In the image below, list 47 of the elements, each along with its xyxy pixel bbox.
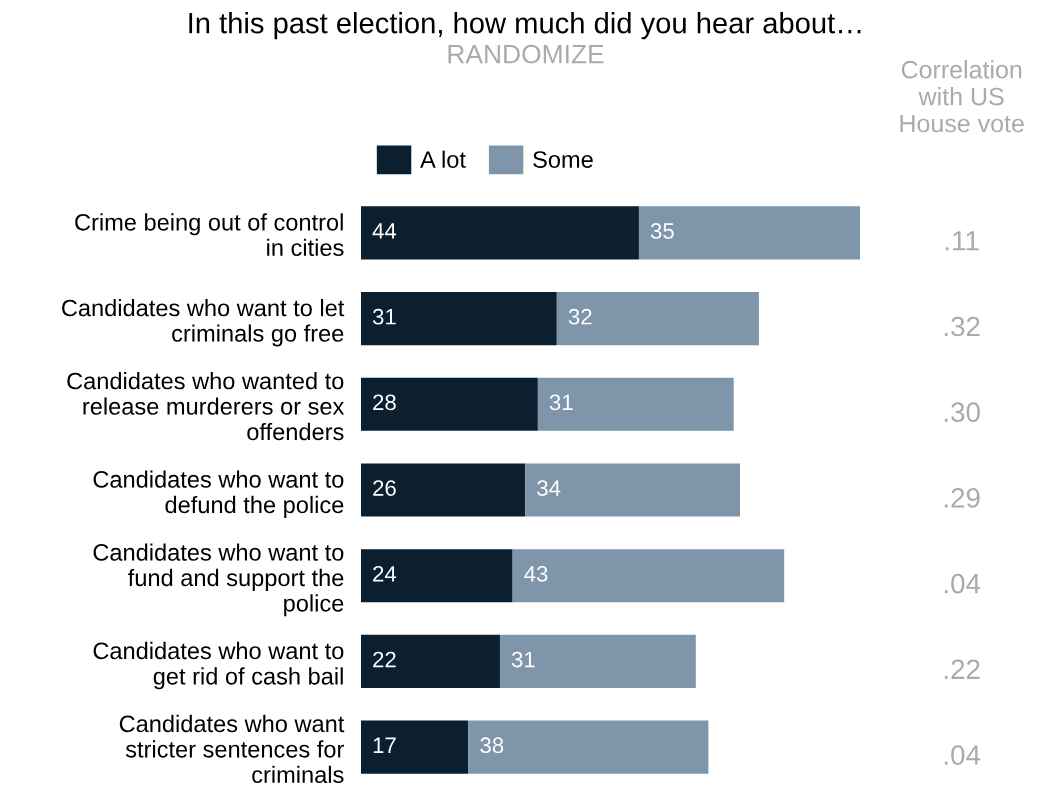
y-tick-label: Candidates who want to get rid of cash bail (93, 641, 344, 690)
bar (638, 206, 861, 260)
legend-label: A lot (420, 150, 466, 168)
bar (468, 720, 709, 774)
bar (361, 206, 639, 260)
bar (556, 292, 759, 346)
chart-subtitle: RANDOMIZE (448, 44, 604, 64)
y-tick-label: Candidates who want stricter sentences for criminals (119, 714, 345, 784)
bar (361, 720, 469, 774)
text: .22 (944, 659, 980, 679)
y-tick-label: Candidates who wanted to release murderers or sex offenders (67, 372, 345, 441)
bar (361, 377, 538, 431)
chart-title: In this past election, how much did you hear about… (189, 12, 861, 40)
text: .29 (944, 488, 980, 508)
y-tick-label: Candidates who want to let criminals go free (62, 299, 345, 347)
data-label: 31 (511, 651, 535, 668)
bar (525, 463, 740, 517)
data-label: 32 (568, 308, 592, 325)
data-label: 22 (373, 651, 396, 668)
data-label: 35 (650, 223, 674, 239)
data-label: 38 (480, 737, 504, 754)
bar (537, 377, 734, 431)
data-label: 34 (537, 480, 561, 496)
bar (361, 634, 500, 688)
data-label: 26 (373, 480, 396, 496)
bar (361, 292, 557, 346)
legend-label: Some (533, 151, 593, 168)
data-label: 17 (373, 737, 396, 753)
data-label: 31 (372, 308, 396, 325)
bar (512, 549, 785, 603)
bar (361, 463, 526, 517)
data-label: 28 (373, 394, 396, 411)
text: Correlation with US House vote (900, 60, 1024, 133)
data-label: 24 (373, 565, 397, 582)
data-label: 31 (549, 394, 573, 411)
y-tick-label: Candidates who want to defund the police (93, 470, 344, 518)
data-label: 43 (524, 565, 548, 582)
bar (499, 634, 696, 688)
bar (361, 549, 513, 603)
text: .04 (944, 745, 981, 765)
text: .32 (944, 316, 980, 337)
data-label: 44 (372, 223, 397, 239)
text: .11 (945, 231, 979, 251)
y-tick-label: Candidates who want to fund and support the police (93, 543, 344, 617)
text: .30 (944, 402, 980, 423)
text: .04 (944, 573, 981, 594)
y-tick-label: Crime being out of control in cities (75, 213, 344, 257)
